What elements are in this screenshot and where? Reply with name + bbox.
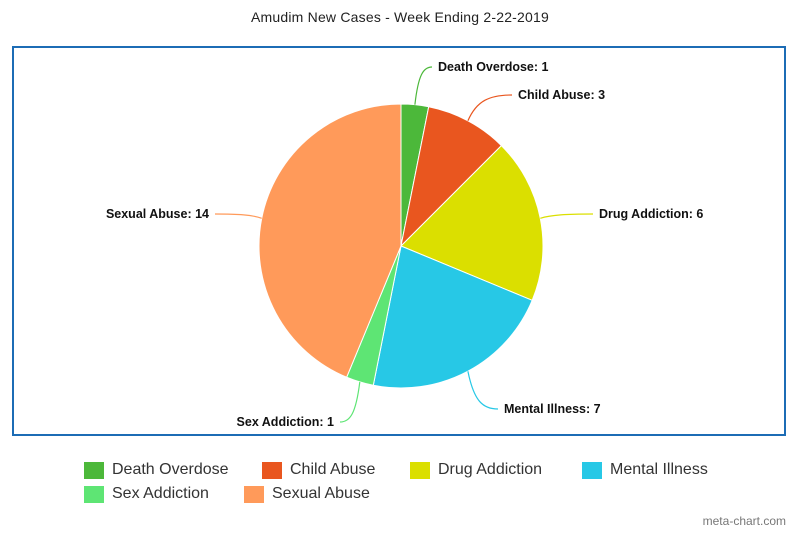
legend: Death Overdose Child Abuse Drug Addiction M…: [84, 458, 784, 506]
legend-swatch: [244, 485, 264, 503]
pie-slice-child-abuse: [400, 106, 503, 248]
legend-item-child-abuse[interactable]: Child Abuse: [262, 461, 410, 479]
legend-label: Sex Addiction: [112, 485, 209, 502]
connector-mental-illness: [467, 371, 499, 410]
legend-label: Mental Illness: [610, 461, 708, 478]
legend-item-death-overdose[interactable]: Death Overdose: [84, 461, 262, 479]
legend-swatch: [582, 461, 602, 479]
slice-label-mental-illness: Mental Illness: 7: [504, 402, 601, 416]
legend-item-mental-illness[interactable]: Mental Illness: [582, 461, 742, 479]
chart-frame: Death Overdose: 1 Child Abuse: 3 Drug Addi…: [12, 46, 786, 436]
legend-swatch: [262, 461, 282, 479]
connector-sexual-abuse: [214, 213, 262, 219]
legend-swatch: [84, 461, 104, 479]
connector-child-abuse: [467, 94, 513, 122]
slice-label-sex-addiction: Sex Addiction: 1: [237, 415, 335, 429]
legend-label: Child Abuse: [290, 461, 376, 478]
legend-item-sexual-abuse[interactable]: Sexual Abuse: [244, 485, 394, 503]
legend-swatch: [84, 485, 104, 503]
legend-item-drug-addiction[interactable]: Drug Addiction: [410, 461, 582, 479]
pie-slice-drug-addiction: [400, 144, 544, 301]
pie-chart: Death Overdose: 1 Child Abuse: 3 Drug Addi…: [106, 60, 703, 429]
connector-drug-addiction: [540, 213, 594, 219]
watermark: meta-chart.com: [702, 514, 786, 528]
legend-label: Drug Addiction: [438, 461, 543, 478]
slice-label-drug-addiction: Drug Addiction: 6: [599, 207, 703, 221]
slice-label-child-abuse: Child Abuse: 3: [518, 88, 605, 102]
legend-label: Death Overdose: [112, 461, 229, 478]
pie-slice-sexual-abuse: [258, 103, 402, 378]
slice-label-death-overdose: Death Overdose: 1: [438, 60, 549, 74]
legend-label: Sexual Abuse: [272, 485, 370, 502]
legend-item-sex-addiction[interactable]: Sex Addiction: [84, 485, 244, 503]
legend-swatch: [410, 461, 430, 479]
slice-label-sexual-abuse: Sexual Abuse: 14: [106, 207, 209, 221]
chart-title: Amudim New Cases - Week Ending 2-22-2019: [251, 9, 549, 25]
connector-death-overdose: [414, 66, 433, 105]
connector-sex-addiction: [339, 381, 361, 423]
